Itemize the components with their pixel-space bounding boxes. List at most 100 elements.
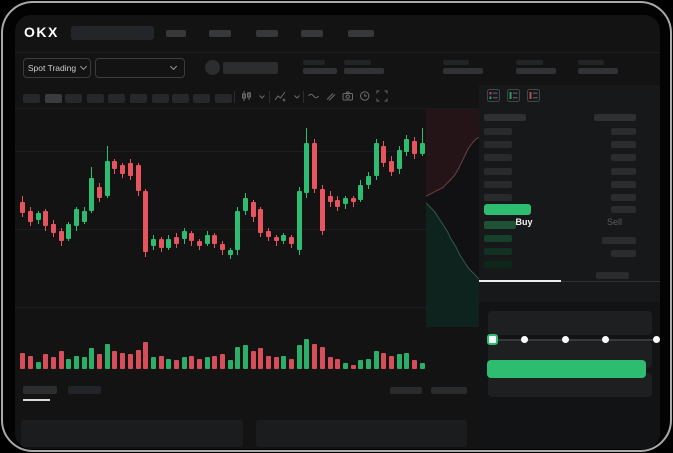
amount-slider-dot[interactable] (561, 336, 569, 343)
volume-bar (327, 357, 333, 369)
volume-bar (212, 355, 218, 369)
nav-item-placeholder[interactable] (166, 30, 186, 37)
ticker-stat-value (303, 68, 337, 74)
bid-price[interactable] (484, 261, 512, 268)
chevron-down-icon[interactable] (293, 93, 301, 101)
ask-price[interactable] (484, 181, 512, 188)
panel-control-placeholder[interactable] (431, 387, 467, 394)
gridline (15, 307, 426, 308)
timeframe-button[interactable] (23, 94, 40, 103)
ask-total (611, 168, 636, 175)
ask-price[interactable] (484, 154, 512, 161)
amount-slider-dot[interactable] (601, 336, 609, 343)
bid-price[interactable] (484, 235, 512, 242)
timeframe-button[interactable] (87, 94, 104, 103)
volume-bar (189, 355, 195, 369)
market-mode-label: Spot Trading (27, 63, 77, 73)
order-price-input[interactable] (488, 311, 652, 335)
tab-sell[interactable]: Sell (606, 217, 622, 227)
bid-total (611, 250, 636, 257)
timeframe-button[interactable] (65, 94, 82, 103)
volume-bar (373, 351, 379, 369)
candle-body (81, 210, 87, 222)
candle-body (150, 239, 156, 246)
volume-bar (250, 351, 256, 369)
ticker-stat-label (303, 60, 325, 65)
candle-body (212, 234, 218, 244)
volume-bar (235, 346, 241, 369)
orderbook-asks-icon[interactable] (527, 89, 540, 102)
timeframe-button[interactable] (108, 94, 125, 103)
candle-body (74, 208, 80, 227)
bid-price[interactable] (484, 248, 512, 255)
volume-bar (220, 354, 225, 369)
chart-toolbar (15, 83, 479, 109)
timeframe-button-active[interactable] (45, 94, 62, 103)
nav-item-placeholder[interactable] (256, 30, 278, 37)
candle-body (166, 239, 172, 248)
fullscreen-icon[interactable] (376, 90, 388, 102)
bid-price[interactable] (484, 221, 516, 229)
volume-bar (296, 345, 302, 369)
last-price[interactable] (484, 204, 531, 215)
candle-body (112, 160, 118, 170)
bottom-tab-placeholder-active[interactable] (23, 386, 57, 394)
tab-buy[interactable]: Buy (515, 217, 533, 227)
candle-body (243, 197, 249, 211)
bottom-tab-placeholder[interactable] (68, 386, 101, 394)
nav-item-placeholder[interactable] (301, 30, 323, 37)
ask-price[interactable] (484, 128, 512, 135)
candle-body (158, 239, 164, 248)
ask-total (611, 194, 636, 201)
line-style-icon[interactable] (308, 90, 320, 102)
amount-slider-handle[interactable] (487, 334, 498, 345)
order-book (479, 85, 660, 281)
chevron-down-icon[interactable] (258, 93, 266, 101)
volume-bar (319, 346, 325, 369)
candle-body (289, 237, 295, 244)
screenshot-icon[interactable] (342, 90, 354, 102)
candle-body (342, 197, 348, 205)
candle-body (173, 237, 179, 244)
candle-body (266, 230, 272, 238)
ask-price[interactable] (484, 141, 512, 148)
volume-bar (304, 339, 310, 369)
candle-body (358, 184, 364, 200)
search-input[interactable] (71, 26, 154, 40)
volume-bar (289, 358, 295, 369)
buy-submit-button[interactable] (487, 360, 646, 378)
nav-item-placeholder[interactable] (209, 30, 231, 37)
orderbook-combined-icon[interactable] (487, 89, 500, 102)
last-total (611, 206, 636, 213)
ask-price[interactable] (484, 168, 512, 175)
volume-bar (112, 351, 118, 369)
amount-slider-track[interactable] (491, 339, 657, 341)
timeframe-button[interactable] (152, 94, 169, 103)
ask-total (611, 181, 636, 188)
pair-select[interactable] (95, 58, 185, 78)
volume-bar (273, 357, 279, 369)
timeframe-button[interactable] (172, 94, 189, 103)
ask-price[interactable] (484, 194, 512, 201)
timeframe-button[interactable] (193, 94, 210, 103)
chart-settings-icon[interactable] (359, 90, 371, 102)
candle-body (135, 165, 141, 192)
draw-tools-icon[interactable] (325, 90, 337, 102)
ask-total (611, 141, 636, 148)
orderbook-bids-icon[interactable] (507, 89, 520, 102)
panel-control-placeholder[interactable] (390, 387, 422, 394)
market-mode-select[interactable]: Spot Trading (23, 58, 91, 78)
candle-body (66, 224, 72, 240)
ticker-stat-value (516, 68, 556, 74)
candle-body (20, 202, 26, 214)
nav-item-placeholder[interactable] (348, 30, 374, 37)
volume-bar (173, 360, 179, 369)
timeframe-button[interactable] (215, 94, 232, 103)
amount-slider-dot[interactable] (652, 336, 660, 343)
amount-slider-dot[interactable] (520, 336, 528, 343)
timeframe-button[interactable] (130, 94, 147, 103)
candlestick-style-icon[interactable] (241, 90, 252, 102)
indicators-icon[interactable] (274, 90, 286, 102)
bid-total (596, 272, 629, 279)
